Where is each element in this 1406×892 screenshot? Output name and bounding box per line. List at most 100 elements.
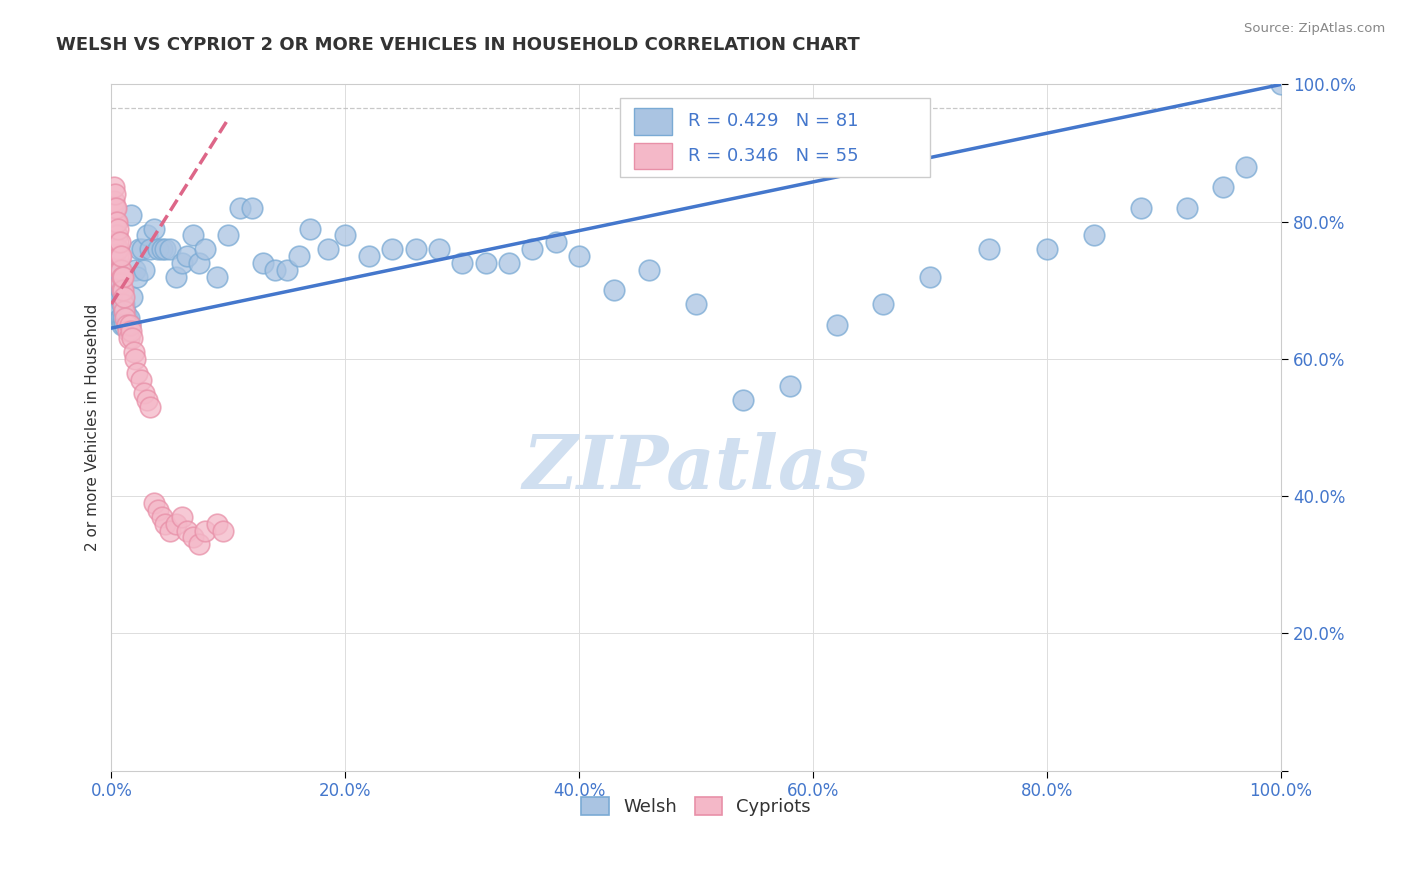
Point — [105, 256, 128, 270]
Point — [131, 242, 153, 256]
Point — [188, 256, 211, 270]
Point — [112, 297, 135, 311]
Point — [112, 304, 135, 318]
Point — [110, 262, 132, 277]
Point — [108, 277, 131, 291]
Point — [148, 242, 170, 256]
Point — [105, 242, 128, 256]
Point — [299, 221, 322, 235]
Point — [170, 256, 193, 270]
Point — [142, 496, 165, 510]
Point — [107, 249, 129, 263]
Point — [118, 331, 141, 345]
Point — [110, 283, 132, 297]
Point — [112, 269, 135, 284]
Point — [1083, 228, 1105, 243]
Point — [107, 235, 129, 250]
Point — [1234, 160, 1257, 174]
Point — [105, 277, 128, 291]
Point — [217, 228, 239, 243]
Point — [105, 262, 128, 277]
Point — [603, 283, 626, 297]
Point — [120, 318, 142, 332]
Point — [427, 242, 450, 256]
Point — [127, 269, 149, 284]
FancyBboxPatch shape — [634, 109, 672, 135]
Point — [105, 228, 128, 243]
Point — [110, 277, 132, 291]
Point — [150, 509, 173, 524]
Point — [685, 297, 707, 311]
Point — [252, 256, 274, 270]
Point — [155, 516, 177, 531]
Point — [977, 242, 1000, 256]
Point — [112, 310, 135, 325]
Point — [120, 318, 142, 332]
Point — [107, 283, 129, 297]
Point — [107, 304, 129, 318]
Point — [170, 509, 193, 524]
Point — [105, 215, 128, 229]
Point — [229, 201, 252, 215]
Point — [1270, 78, 1292, 92]
Point — [1129, 201, 1152, 215]
Text: WELSH VS CYPRIOT 2 OR MORE VEHICLES IN HOUSEHOLD CORRELATION CHART: WELSH VS CYPRIOT 2 OR MORE VEHICLES IN H… — [56, 36, 860, 54]
Point — [451, 256, 474, 270]
Point — [117, 325, 139, 339]
Y-axis label: 2 or more Vehicles in Household: 2 or more Vehicles in Household — [86, 304, 100, 551]
Point — [135, 393, 157, 408]
Point — [150, 242, 173, 256]
Point — [872, 297, 894, 311]
Point — [139, 400, 162, 414]
Point — [205, 516, 228, 531]
Point — [568, 249, 591, 263]
Point — [381, 242, 404, 256]
Point — [134, 386, 156, 401]
Point — [205, 269, 228, 284]
Point — [159, 524, 181, 538]
Point — [124, 262, 146, 277]
Point — [105, 228, 128, 243]
Point — [405, 242, 427, 256]
Point — [115, 318, 138, 332]
Point — [122, 345, 145, 359]
Point — [103, 180, 125, 194]
Point — [105, 283, 128, 297]
Legend: Welsh, Cypriots: Welsh, Cypriots — [574, 789, 818, 823]
Point — [110, 310, 132, 325]
Point — [115, 310, 138, 325]
Point — [107, 221, 129, 235]
Point — [165, 269, 187, 284]
Text: Source: ZipAtlas.com: Source: ZipAtlas.com — [1244, 22, 1385, 36]
FancyBboxPatch shape — [634, 143, 672, 169]
Text: R = 0.429   N = 81: R = 0.429 N = 81 — [688, 112, 859, 130]
Point — [194, 524, 217, 538]
Point — [118, 310, 141, 325]
Point — [121, 331, 143, 345]
Point — [114, 304, 136, 318]
Point — [181, 530, 204, 544]
Point — [111, 297, 134, 311]
Point — [124, 351, 146, 366]
Text: ZIPatlas: ZIPatlas — [523, 433, 870, 505]
Point — [825, 318, 848, 332]
Point — [103, 194, 125, 208]
Point — [276, 262, 298, 277]
Point — [474, 256, 496, 270]
Point — [264, 262, 287, 277]
Point — [114, 310, 136, 325]
Point — [176, 524, 198, 538]
Point — [107, 269, 129, 284]
Point — [544, 235, 567, 250]
Point — [108, 235, 131, 250]
Point — [112, 297, 135, 311]
Point — [112, 283, 135, 297]
Point — [139, 242, 162, 256]
Point — [188, 537, 211, 551]
Point — [120, 208, 142, 222]
Point — [522, 242, 544, 256]
Point — [920, 269, 942, 284]
Point — [112, 290, 135, 304]
Point — [181, 228, 204, 243]
Point — [638, 262, 661, 277]
